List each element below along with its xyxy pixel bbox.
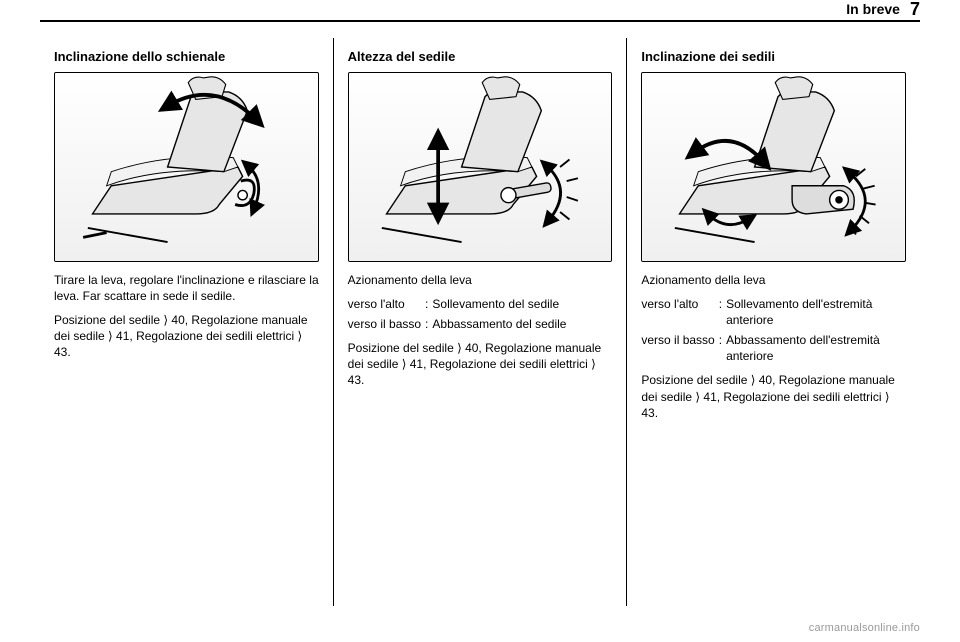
- col1-text-2: Posizione del sedile ⟩ 40, Regola­zione …: [54, 312, 319, 361]
- column-1: Inclinazione dello schienale: [40, 38, 333, 606]
- col2-r1-k: verso l'alto: [348, 296, 421, 312]
- col3-text-1: Posizione del sedile ⟩ 40, Regola­zione …: [641, 372, 906, 421]
- section-label: In breve: [846, 1, 900, 17]
- page-number: 7: [910, 0, 920, 20]
- col2-lever-label: Azionamento della leva: [348, 272, 613, 288]
- col1-text-1: Tirare la leva, regolare l'inclinazione …: [54, 272, 319, 304]
- header-rule: [40, 20, 920, 22]
- colon: :: [719, 296, 722, 328]
- figure-seat-tilt: [641, 72, 906, 262]
- col3-table: verso l'alto : Sollevamento dell'estremi…: [641, 296, 906, 365]
- col2-title: Altezza del sedile: [348, 48, 613, 66]
- colon: :: [719, 332, 722, 364]
- col1-title: Inclinazione dello schienale: [54, 48, 319, 66]
- col3-r2-v: Abbassamento dell'estremità anteriore: [726, 332, 906, 364]
- col2-text-1: Posizione del sedile ⟩ 40, Regola­zione …: [348, 340, 613, 389]
- col3-title: Inclinazione dei sedili: [641, 48, 906, 66]
- col2-r2-v: Abbassamento del sedile: [432, 316, 612, 332]
- colon: :: [425, 296, 428, 312]
- seat-tilt-illustration: [642, 73, 905, 261]
- watermark: carmanualsonline.info: [809, 622, 920, 634]
- colon: :: [425, 316, 428, 332]
- column-2: Altezza del sedile: [333, 38, 627, 606]
- figure-seat-height: [348, 72, 613, 262]
- col2-table: verso l'alto : Sollevamento del sedile v…: [348, 296, 613, 332]
- col3-r1-v: Sollevamento dell'estremità anteriore: [726, 296, 906, 328]
- col3-lever-label: Azionamento della leva: [641, 272, 906, 288]
- columns: Inclinazione dello schienale: [40, 38, 920, 606]
- seat-height-illustration: [349, 73, 612, 261]
- col2-r1-v: Sollevamento del sedile: [432, 296, 612, 312]
- col3-r1-k: verso l'alto: [641, 296, 714, 328]
- manual-page: In breve 7 Inclinazione dello schienale: [0, 0, 960, 642]
- figure-backrest-tilt: [54, 72, 319, 262]
- seat-backrest-illustration: [55, 73, 318, 261]
- col3-r2-k: verso il basso: [641, 332, 714, 364]
- col2-r2-k: verso il basso: [348, 316, 421, 332]
- column-3: Inclinazione dei sedili: [626, 38, 920, 606]
- page-header: In breve 7: [846, 0, 920, 20]
